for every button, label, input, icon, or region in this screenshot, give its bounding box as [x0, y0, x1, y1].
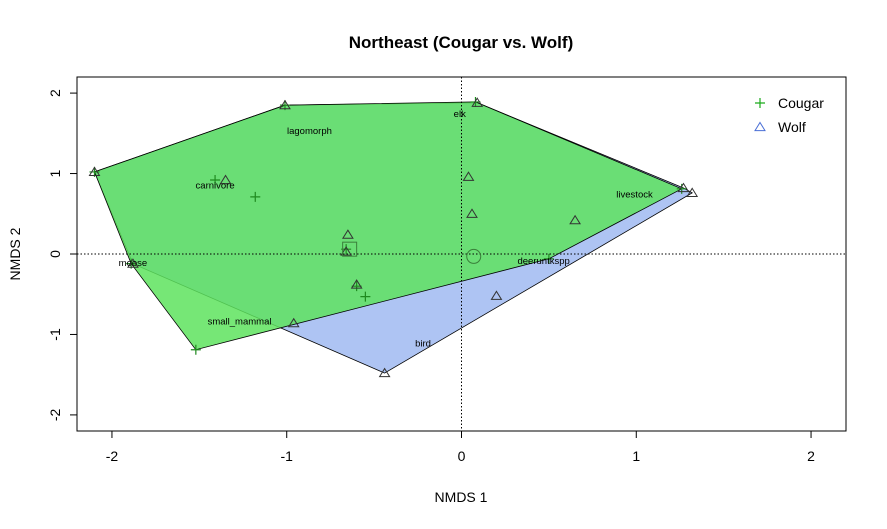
wolf-point	[279, 99, 291, 110]
wolf-point	[350, 279, 363, 289]
species-label: deeruntkspp	[517, 256, 569, 267]
y-tick-label: 2	[47, 89, 63, 97]
chart-title: Northeast (Cougar vs. Wolf)	[349, 33, 573, 52]
plot-area: elk lagomorph carnivore livestock moose deeru…	[47, 76, 847, 464]
x-tick-label: -2	[106, 448, 119, 464]
species-label: elk	[454, 109, 466, 120]
wolf-point	[219, 174, 232, 185]
x-tick-label: 2	[807, 448, 815, 464]
x-tick-label: -1	[281, 448, 294, 464]
y-tick-label: 0	[47, 250, 63, 258]
cougar-hull	[93, 101, 683, 351]
x-tick-label: 1	[632, 448, 640, 464]
species-label: bird	[415, 338, 431, 349]
legend: Cougar Wolf	[754, 95, 824, 135]
species-label: lagomorph	[287, 126, 332, 137]
y-tick-label: -2	[47, 408, 63, 421]
wolf-point	[287, 317, 300, 328]
wolf-point	[471, 97, 484, 107]
wolf-point	[677, 182, 690, 193]
wolf-point	[490, 290, 503, 300]
species-label: carnivore	[196, 181, 235, 192]
legend-label-cougar: Cougar	[778, 95, 824, 111]
wolf-point	[340, 246, 353, 256]
x-tick-label: 0	[458, 448, 466, 464]
y-axis-label: NMDS 2	[7, 227, 23, 280]
cougar-point	[360, 291, 371, 302]
wolf-point	[342, 229, 354, 239]
cougar-centroid	[342, 241, 358, 257]
wolf-point	[686, 187, 699, 197]
cougar-point	[190, 344, 201, 355]
wolf-point	[127, 258, 139, 268]
species-label: small_mammal	[208, 317, 272, 328]
wolf-centroid	[466, 248, 482, 264]
y-tick-label: 1	[47, 169, 63, 177]
wolf-point	[378, 367, 391, 378]
wolf-point	[466, 208, 478, 218]
wolf-point	[462, 171, 475, 181]
legend-label-wolf: Wolf	[778, 119, 806, 135]
y-tick-label: -1	[47, 328, 63, 341]
wolf-point	[569, 214, 581, 225]
cougar-point	[210, 174, 221, 185]
legend-marker-wolf	[754, 121, 766, 132]
species-label: moose	[119, 258, 148, 269]
x-axis-label: NMDS 1	[435, 489, 488, 505]
cougar-point	[250, 191, 261, 202]
wolf-point	[88, 166, 101, 177]
cougar-point	[543, 253, 554, 264]
species-label: livestock	[616, 189, 653, 200]
legend-marker-cougar	[755, 98, 765, 108]
